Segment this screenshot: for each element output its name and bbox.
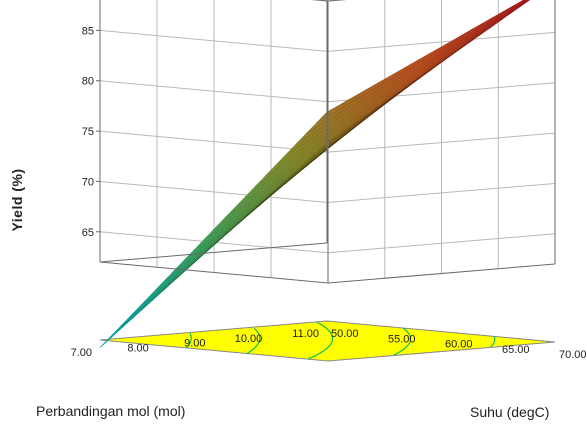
z-tick-label: 75	[82, 126, 94, 138]
surface-meshline	[203, 69, 432, 241]
x-tick-label: 70.00	[559, 349, 587, 361]
y-tick-label: 7.00	[71, 347, 92, 359]
x-tick-label: 65.00	[502, 344, 530, 356]
floor-contour	[99, 320, 556, 362]
surface-meshline	[276, 11, 504, 189]
surface-meshline	[244, 29, 473, 217]
surface-meshline	[254, 32, 483, 188]
surface-meshline	[316, 0, 527, 124]
surface-meshline	[99, 111, 328, 348]
surface-meshline	[172, 70, 400, 283]
x-tick-label: 60.00	[445, 339, 473, 351]
tick-labels: 65707580859050.0055.0060.0065.0070.007.0…	[71, 25, 587, 361]
axes-frame	[99, 0, 556, 284]
surface-meshline	[264, 25, 494, 177]
surface-meshline	[203, 52, 431, 255]
surface-meshline	[233, 47, 463, 209]
surface-meshline	[99, 141, 329, 348]
y-tick-label: 11.00	[292, 328, 319, 340]
contour-line	[307, 321, 334, 360]
surface-meshline	[120, 100, 348, 330]
surface-meshline	[141, 112, 370, 305]
surface-meshline	[182, 64, 411, 274]
surface-meshline	[285, 10, 514, 156]
contour-line	[246, 327, 261, 355]
surface-meshline	[192, 76, 422, 252]
surface-meshline	[182, 83, 411, 263]
surface-meshline	[161, 98, 391, 284]
surface-meshline	[151, 82, 379, 302]
surface-meshline	[141, 88, 369, 311]
x-tick-label: 50.00	[331, 328, 359, 340]
surface-meshline	[296, 0, 525, 171]
y-tick-label: 8.00	[127, 342, 148, 354]
surface-meshline	[120, 127, 349, 327]
surface-meshline	[172, 90, 401, 273]
surface-meshline	[255, 23, 483, 208]
surface-meshline	[326, 0, 525, 113]
surface-meshline	[295, 3, 525, 145]
surface-meshline	[306, 0, 530, 134]
surface-meshline	[110, 134, 339, 338]
z-tick-label: 65	[82, 227, 94, 239]
response-surface	[99, 0, 531, 348]
z-axis-title: Yield (%)	[9, 168, 25, 231]
floor-plane	[99, 320, 556, 362]
surface-meshline	[130, 120, 360, 316]
y-axis-title: Perbandingan mol (mol)	[36, 403, 185, 419]
surface-meshline	[110, 106, 338, 339]
x-axis-title: Suhu (degC)	[470, 404, 549, 420]
z-tick-label: 80	[82, 76, 94, 88]
contour-line	[490, 336, 496, 348]
surface-meshline	[162, 76, 390, 292]
z-tick-label: 70	[82, 176, 94, 188]
surface-meshline	[275, 18, 504, 166]
x-tick-label: 55.00	[388, 333, 416, 345]
surface-meshline	[317, 0, 529, 152]
surface-meshline	[234, 35, 462, 227]
surface-meshline	[286, 5, 514, 180]
surface-meshline	[307, 0, 527, 161]
surface-meshline	[224, 40, 452, 236]
contour-line	[393, 327, 412, 356]
contour-line	[185, 333, 192, 349]
y-tick-label: 9.00	[184, 338, 205, 350]
surface-meshline	[151, 105, 380, 295]
frame-edge	[99, 242, 556, 284]
surface-meshline	[223, 54, 452, 220]
z-tick-label: 85	[82, 25, 94, 37]
surface-meshline	[244, 40, 473, 198]
surface-meshline	[130, 94, 359, 320]
surface-meshline	[193, 58, 421, 264]
y-tick-label: 10.00	[235, 333, 263, 345]
surface-meshline	[265, 17, 493, 199]
surface-meshline	[327, 0, 530, 143]
